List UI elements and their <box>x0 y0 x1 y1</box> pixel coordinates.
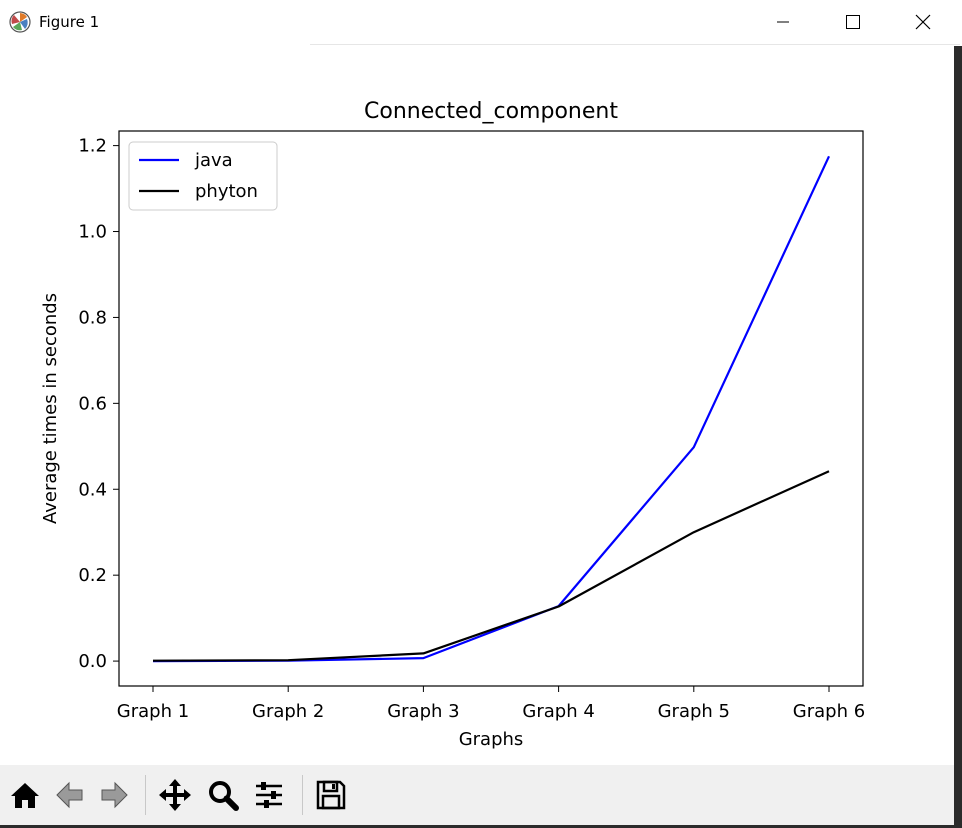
save-icon <box>316 780 346 810</box>
legend-label: java <box>194 150 233 171</box>
y-tick-label: 1.2 <box>78 136 107 157</box>
forward-button[interactable] <box>96 775 134 815</box>
pan-button[interactable] <box>156 775 194 815</box>
x-tick-label: Graph 2 <box>252 701 324 722</box>
y-tick-label: 0.6 <box>78 393 107 414</box>
line-chart: Connected_component 0.0 0.2 0.4 0.6 0.8 1.0 1.2… <box>40 99 865 750</box>
navigation-toolbar <box>0 765 954 825</box>
close-icon <box>915 14 931 30</box>
home-button[interactable] <box>6 775 44 815</box>
x-tick-label: Graph 3 <box>387 701 459 722</box>
pan-icon <box>159 779 191 811</box>
zoom-button[interactable] <box>204 775 242 815</box>
y-tick-label: 0.4 <box>78 479 107 500</box>
close-button[interactable] <box>900 0 946 44</box>
y-axis-label: Average times in seconds <box>40 293 61 524</box>
maximize-button[interactable] <box>830 0 876 44</box>
minimize-button[interactable] <box>760 0 806 44</box>
minimize-icon <box>777 21 789 23</box>
x-tick-label: Graph 4 <box>522 701 594 722</box>
y-tick-label: 1.0 <box>78 222 107 243</box>
window-title: Figure 1 <box>39 13 100 31</box>
x-tick-label: Graph 1 <box>117 701 189 722</box>
x-tick-label: Graph 6 <box>793 701 865 722</box>
window-edge <box>954 46 962 828</box>
forward-arrow-icon <box>101 781 128 809</box>
chart-title: Connected_component <box>364 99 618 124</box>
y-tick-label: 0.0 <box>78 651 107 672</box>
y-tick-label: 0.8 <box>78 307 107 328</box>
configure-subplots-button[interactable] <box>250 775 288 815</box>
configure-subplots-icon <box>256 782 282 808</box>
home-icon <box>11 783 39 808</box>
x-tick-label: Graph 5 <box>658 701 730 722</box>
series-line-java <box>152 155 830 663</box>
window-titlebar: Figure 1 <box>0 0 962 46</box>
y-tick-label: 0.2 <box>78 565 107 586</box>
back-arrow-icon <box>56 781 83 809</box>
plot-frame <box>118 130 864 687</box>
x-axis-label: Graphs <box>459 729 524 750</box>
titlebar-divider <box>310 44 960 45</box>
save-button[interactable] <box>312 775 350 815</box>
maximize-icon <box>846 15 860 29</box>
zoom-icon <box>209 781 239 811</box>
series-line-phyton <box>152 470 830 662</box>
window-edge-bottom <box>0 825 954 828</box>
back-button[interactable] <box>50 775 88 815</box>
toolbar-separator <box>302 775 303 815</box>
figure-canvas[interactable]: Connected_component 0.0 0.2 0.4 0.6 0.8 1.0 1.2… <box>0 46 954 765</box>
matplotlib-icon <box>9 11 31 33</box>
toolbar-separator <box>145 775 146 815</box>
legend-label: phyton <box>195 181 258 202</box>
